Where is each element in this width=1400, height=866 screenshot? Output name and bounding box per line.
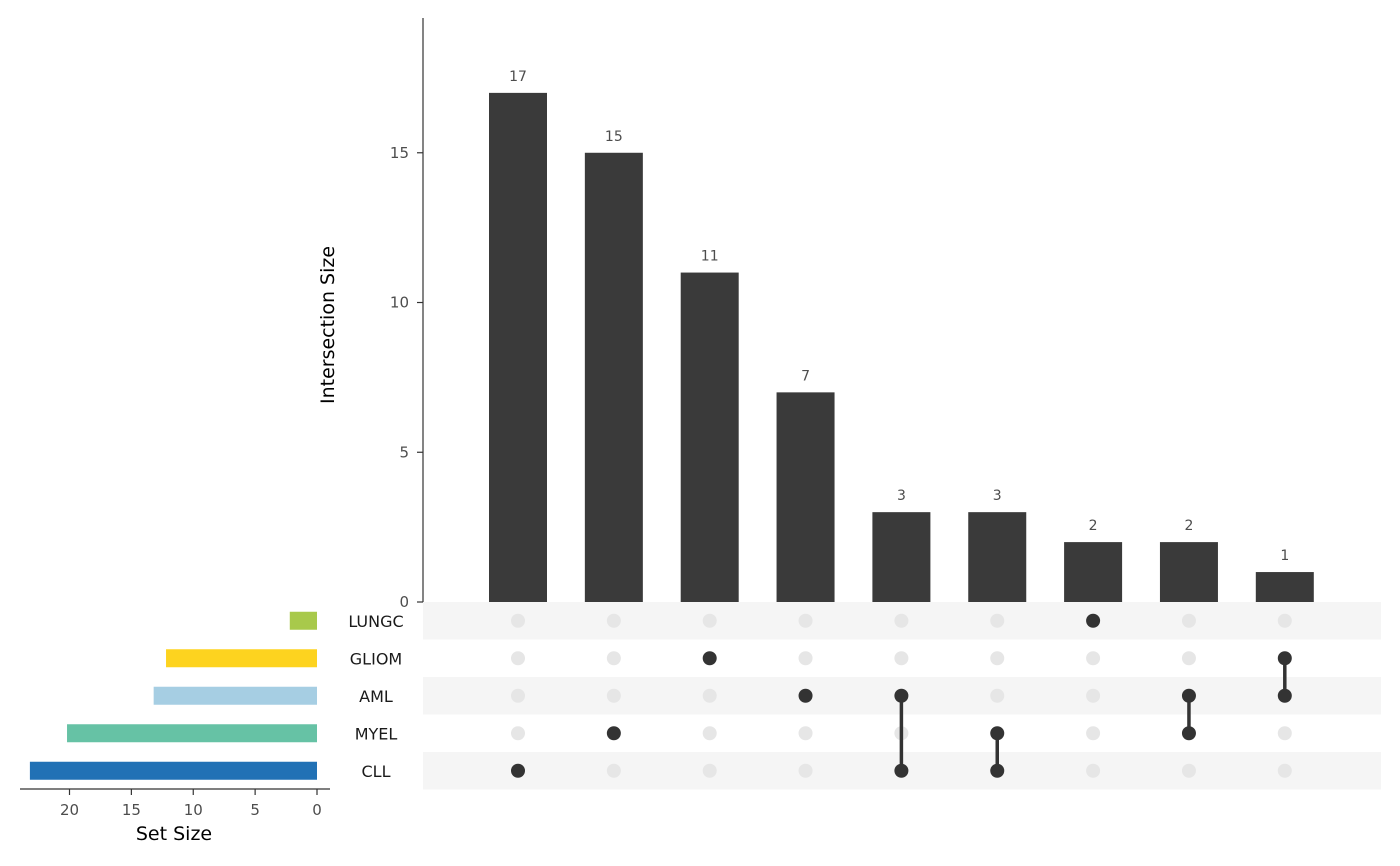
bar-value-label: 3 [993, 488, 1002, 504]
set-size-x-axis: 20 15 10 5 0 [20, 788, 330, 819]
matrix-dot-inactive [1086, 726, 1101, 741]
set-label: CLL [362, 762, 391, 781]
set-size-bar [67, 724, 318, 743]
y-tick-label: 10 [390, 294, 409, 312]
intersection-bars: 17 15 11 7 3 3 2 2 1 [489, 69, 1314, 602]
bar-value-label: 15 [605, 129, 623, 145]
matrix-dot-inactive [798, 726, 813, 741]
intersection-bar [1255, 572, 1314, 602]
set-label: AML [359, 687, 393, 706]
matrix-dot-active [606, 726, 621, 741]
set-size-bars [29, 611, 318, 780]
matrix-dot-active [1277, 651, 1292, 666]
matrix-dot-active [1181, 688, 1196, 703]
matrix-dot-inactive [1181, 763, 1196, 778]
matrix-dot-inactive [702, 688, 717, 703]
set-labels: LUNGC GLIOM AML MYEL CLL [348, 612, 403, 781]
bar-value-label: 1 [1280, 548, 1289, 564]
bar-value-label: 3 [897, 488, 906, 504]
y-tick-label: 15 [390, 144, 409, 162]
intersection-bar [872, 512, 931, 602]
matrix-dot-inactive [606, 651, 621, 666]
set-label: LUNGC [348, 612, 403, 631]
matrix-dot-inactive [894, 613, 909, 628]
matrix-dot-inactive [702, 726, 717, 741]
set-size-bar [166, 649, 317, 668]
matrix-dot-active [990, 726, 1005, 741]
matrix-dot-inactive [1086, 763, 1101, 778]
set-size-title: Set Size [136, 823, 212, 845]
matrix-dot-inactive [798, 613, 813, 628]
matrix-dot-inactive [1181, 613, 1196, 628]
matrix-dot-active [990, 763, 1005, 778]
x-tick-label: 5 [250, 801, 260, 819]
x-tick-label: 20 [60, 801, 79, 819]
matrix-dot-inactive [1277, 726, 1292, 741]
intersection-y-axis: 0 5 10 15 [390, 18, 424, 611]
matrix-dot-inactive [511, 726, 525, 741]
bar-value-label: 2 [1089, 518, 1098, 534]
bar-value-label: 2 [1184, 518, 1193, 534]
matrix-dot-inactive [1277, 613, 1292, 628]
matrix-dot-inactive [1086, 688, 1101, 703]
matrix-dot-inactive [1086, 651, 1101, 666]
matrix-dot-inactive [1277, 763, 1292, 778]
matrix-dot-inactive [990, 613, 1005, 628]
matrix-dot-inactive [511, 688, 525, 703]
matrix-dot-inactive [798, 763, 813, 778]
matrix-dot-active [511, 763, 525, 778]
intersection-bar [1064, 542, 1123, 602]
bar-value-label: 7 [801, 368, 810, 384]
matrix-dot-active [1086, 613, 1101, 628]
intersection-bar [680, 272, 739, 602]
matrix-dot-inactive [894, 651, 909, 666]
matrix-dot-active [894, 763, 909, 778]
matrix-dot-inactive [606, 613, 621, 628]
matrix-dot-active [1277, 688, 1292, 703]
intersection-size-title: Intersection Size [317, 246, 339, 404]
matrix-dot-inactive [1181, 651, 1196, 666]
matrix-dot-inactive [702, 763, 717, 778]
matrix-dot-inactive [702, 613, 717, 628]
set-label: MYEL [355, 724, 398, 743]
matrix-dot-active [702, 651, 717, 666]
set-size-bar [289, 611, 317, 630]
matrix-dot-inactive [511, 613, 525, 628]
intersection-bar [968, 512, 1027, 602]
matrix-dot-active [894, 688, 909, 703]
intersection-bar [489, 92, 547, 602]
x-tick-label: 10 [184, 801, 203, 819]
intersection-matrix [511, 613, 1292, 778]
matrix-dot-inactive [990, 688, 1005, 703]
y-tick-label: 5 [399, 443, 409, 461]
intersection-bar [776, 392, 835, 602]
matrix-dot-active [1181, 726, 1196, 741]
intersection-bar [584, 152, 643, 602]
x-tick-label: 15 [122, 801, 141, 819]
intersection-bar [1159, 542, 1218, 602]
matrix-dot-active [798, 688, 813, 703]
matrix-dot-inactive [511, 651, 525, 666]
set-label: GLIOM [350, 649, 402, 668]
matrix-dot-inactive [606, 763, 621, 778]
x-tick-label: 0 [312, 801, 322, 819]
set-size-bar [29, 761, 318, 780]
matrix-dot-inactive [990, 651, 1005, 666]
matrix-dot-inactive [606, 688, 621, 703]
bar-value-label: 11 [701, 249, 719, 265]
y-tick-label: 0 [399, 593, 409, 611]
set-size-bar [153, 686, 317, 705]
bar-value-label: 17 [509, 69, 527, 85]
matrix-dot-inactive [798, 651, 813, 666]
